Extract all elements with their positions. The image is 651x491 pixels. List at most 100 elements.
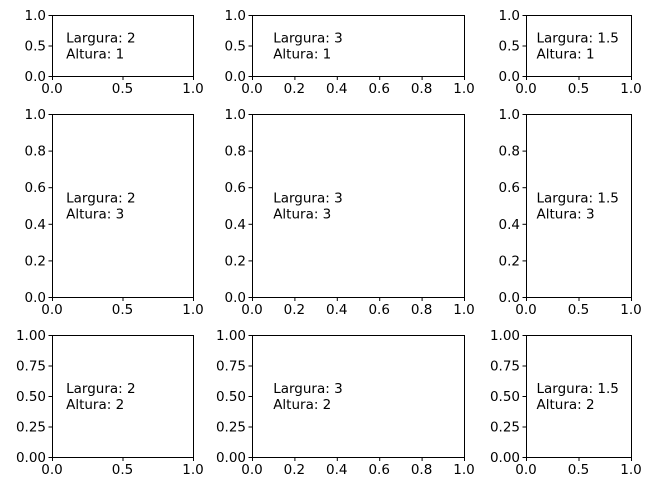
x-tick-label: 1.0: [453, 81, 474, 97]
x-tick-label: 1.0: [453, 462, 474, 478]
y-tick-label: 0.50: [16, 389, 46, 405]
y-tick-label: 0.8: [225, 144, 246, 160]
y-tick-label: 0.8: [499, 144, 520, 160]
y-tick-label: 0.4: [225, 217, 246, 233]
x-tick-label: 1.0: [182, 462, 203, 478]
y-tick-label: 0.25: [16, 420, 46, 436]
x-tick-label: 0.4: [326, 81, 347, 97]
x-tick-label: 0.0: [241, 81, 262, 97]
y-tick-label: 1.0: [225, 8, 246, 24]
y-tick-label: 0.0: [499, 290, 520, 306]
annotation-text: Altura: 2: [273, 397, 331, 413]
y-tick-label: 1.00: [216, 328, 246, 344]
y-tick-label: 0.5: [499, 39, 520, 55]
y-tick-label: 0.00: [490, 450, 520, 466]
x-tick-label: 0.5: [568, 462, 589, 478]
annotation-text: Largura: 3: [273, 191, 342, 207]
y-tick-label: 0.5: [25, 39, 46, 55]
y-tick-label: 0.0: [25, 290, 46, 306]
annotation-text: Altura: 2: [66, 397, 124, 413]
y-tick-label: 0.2: [225, 253, 246, 269]
x-tick-label: 0.5: [112, 462, 133, 478]
x-tick-label: 0.8: [411, 81, 432, 97]
subplot-6: 0.0 0.5 1.0 0.0 0.2 0.4 0.6 0.8 1.0 Largura: 1.5A…: [499, 107, 642, 318]
x-tick-label: 1.0: [453, 302, 474, 318]
y-tick-label: 0.50: [490, 389, 520, 405]
x-tick-label: 0.0: [41, 81, 62, 97]
x-tick-label: 0.4: [326, 462, 347, 478]
y-tick-label: 0.75: [490, 359, 520, 375]
y-tick-label: 0.2: [499, 253, 520, 269]
annotation-text: Altura: 3: [66, 207, 124, 223]
y-tick-label: 0.2: [25, 253, 46, 269]
x-tick-label: 1.0: [182, 81, 203, 97]
x-tick-label: 0.0: [515, 81, 536, 97]
y-tick-label: 0.4: [499, 217, 520, 233]
subplot-7: 0.0 0.5 1.0 0.00 0.25 0.50 0.75 1.00 Largura: 2A…: [16, 328, 204, 478]
subplot-8: 0.0 0.2 0.4 0.6 0.8 1.0 0.00 0.25 0.50 0.75 1.00 La…: [216, 328, 475, 478]
x-tick-label: 0.0: [241, 462, 262, 478]
annotation-text: Largura: 1.5: [537, 191, 619, 207]
annotation-text: Altura: 1: [273, 47, 331, 63]
y-tick-label: 0.0: [225, 69, 246, 85]
y-tick-label: 0.75: [216, 359, 246, 375]
y-tick-label: 0.5: [225, 39, 246, 55]
y-tick-label: 0.0: [225, 290, 246, 306]
y-tick-label: 1.00: [490, 328, 520, 344]
subplot-2: 0.0 0.2 0.4 0.6 0.8 1.0 0.0 0.5 1.0 Largura: 3Alt…: [225, 8, 475, 97]
y-tick-label: 0.00: [216, 450, 246, 466]
x-tick-label: 0.0: [41, 462, 62, 478]
subplot-5: 0.0 0.2 0.4 0.6 0.8 1.0 0.0 0.2 0.4 0.6 0.8 1.0 Larg…: [225, 107, 475, 318]
x-tick-label: 0.8: [411, 302, 432, 318]
x-tick-label: 0.6: [368, 462, 389, 478]
y-tick-label: 0.00: [16, 450, 46, 466]
y-tick-label: 0.25: [490, 420, 520, 436]
subplot-4: 0.0 0.5 1.0 0.0 0.2 0.4 0.6 0.8 1.0 Largura: 2Alt…: [25, 107, 204, 318]
annotation-text: Largura: 2: [66, 381, 135, 397]
x-tick-label: 0.2: [284, 302, 305, 318]
y-tick-label: 0.6: [25, 180, 46, 196]
x-tick-label: 0.2: [284, 462, 305, 478]
y-tick-label: 1.0: [225, 107, 246, 123]
axes-frame: [252, 114, 465, 298]
x-tick-label: 0.0: [515, 302, 536, 318]
annotation-text: Altura: 1: [537, 47, 595, 63]
y-tick-label: 1.0: [499, 8, 520, 24]
x-tick-label: 1.0: [620, 462, 641, 478]
y-tick-label: 0.75: [16, 359, 46, 375]
x-tick-label: 0.5: [568, 81, 589, 97]
y-tick-label: 1.0: [25, 8, 46, 24]
annotation-text: Altura: 2: [537, 397, 595, 413]
y-tick-label: 0.25: [216, 420, 246, 436]
x-tick-label: 0.0: [41, 302, 62, 318]
y-tick-label: 0.4: [25, 217, 46, 233]
x-tick-label: 0.0: [241, 302, 262, 318]
y-tick-label: 0.6: [225, 180, 246, 196]
x-tick-label: 1.0: [620, 81, 641, 97]
annotation-text: Altura: 3: [273, 207, 331, 223]
y-tick-label: 0.6: [499, 180, 520, 196]
annotation-text: Largura: 1.5: [537, 31, 619, 47]
y-tick-label: 0.0: [499, 69, 520, 85]
x-tick-label: 0.5: [568, 302, 589, 318]
x-tick-label: 0.6: [368, 302, 389, 318]
x-tick-label: 1.0: [620, 302, 641, 318]
annotation-text: Largura: 1.5: [537, 381, 619, 397]
annotation-text: Largura: 2: [66, 191, 135, 207]
y-tick-label: 1.00: [16, 328, 46, 344]
y-tick-label: 0.50: [216, 389, 246, 405]
subplot-9: 0.0 0.5 1.0 0.00 0.25 0.50 0.75 1.00 Largura: 1.…: [490, 328, 642, 478]
annotation-text: Altura: 1: [66, 47, 124, 63]
y-tick-label: 1.0: [499, 107, 520, 123]
y-tick-label: 0.8: [25, 144, 46, 160]
x-tick-label: 0.4: [326, 302, 347, 318]
x-tick-label: 1.0: [182, 302, 203, 318]
annotation-text: Largura: 3: [273, 31, 342, 47]
x-tick-label: 0.2: [284, 81, 305, 97]
annotation-text: Altura: 3: [537, 207, 595, 223]
x-tick-label: 0.0: [515, 462, 536, 478]
y-tick-label: 0.0: [25, 69, 46, 85]
